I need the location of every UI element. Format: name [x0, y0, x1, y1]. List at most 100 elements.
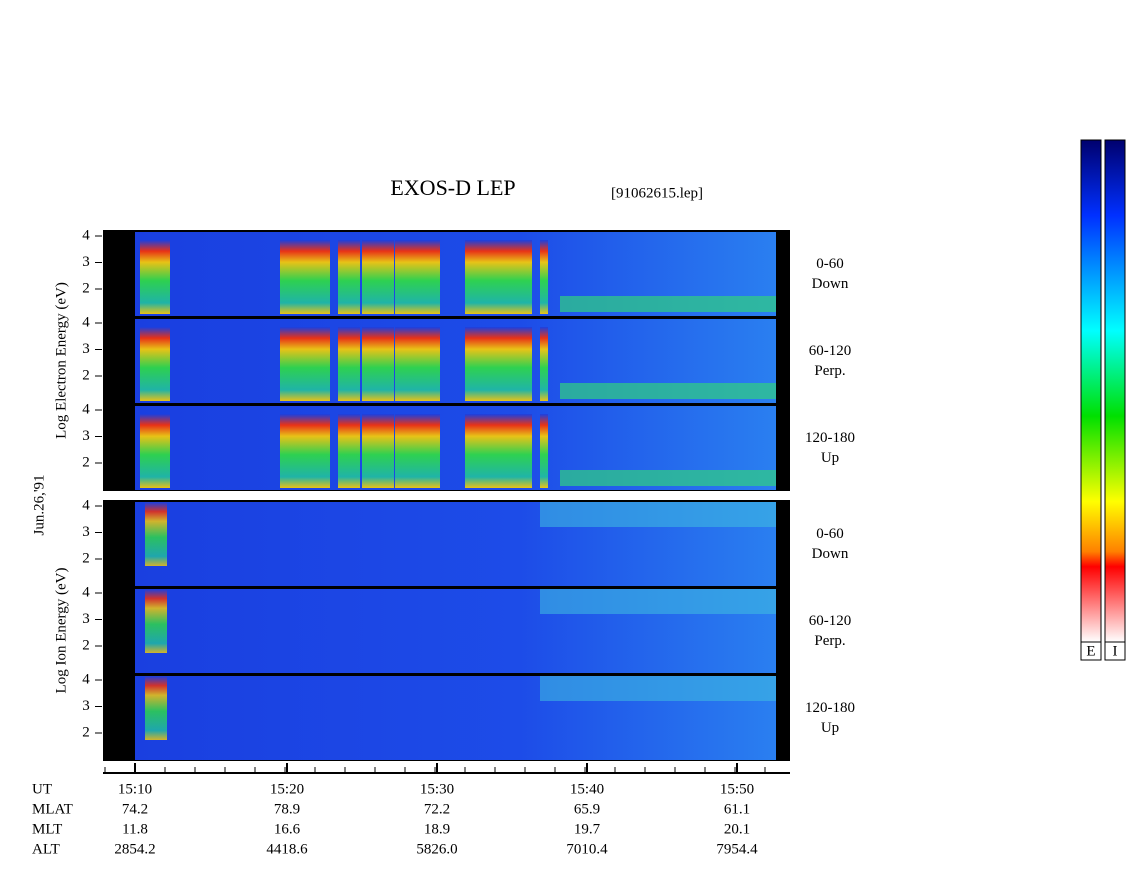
spectrogram-feature — [362, 327, 394, 401]
y-tick-label: 2 — [82, 724, 90, 740]
spectrogram-feature — [430, 327, 440, 401]
spectrogram-feature — [510, 240, 532, 314]
spectrogram-feature — [280, 327, 330, 401]
row-value: 5826.0 — [416, 841, 457, 857]
spectrogram-feature — [395, 414, 430, 488]
spectrogram-feature — [560, 470, 776, 486]
spectrogram-feature — [140, 414, 170, 488]
time-axis: UT 15:10 15:20 15:30 15:40 15:50 MLAT 74.2 78.9 7… — [32, 763, 790, 857]
spectrogram-feature — [540, 327, 548, 401]
time-label: 15:50 — [720, 781, 754, 797]
pitch-range: 0-60 — [816, 256, 844, 272]
y-tick-label: 3 — [82, 254, 90, 270]
colorbar — [1104, 139, 1126, 643]
y-tick-label: 2 — [82, 280, 90, 296]
panels: 4 3 2 0-60 Down 4 3 2 60-120 Perp. 4 3 2 120-180 Up Log… — [53, 227, 855, 761]
row-value: 7010.4 — [566, 841, 608, 857]
time-label: 15:10 — [118, 781, 152, 797]
spectrogram-feature — [140, 240, 170, 314]
spectrogram-feature — [140, 327, 170, 401]
spectrogram-feature — [465, 327, 510, 401]
y-tick-label: 4 — [82, 671, 90, 687]
row-name: ALT — [32, 841, 60, 857]
time-label: 15:40 — [570, 781, 604, 797]
row-value: 18.9 — [424, 821, 450, 837]
y-axis-label: Log Electron Energy (eV) — [53, 282, 69, 439]
spectrogram-feature — [362, 240, 394, 314]
y-tick-label: 4 — [82, 314, 90, 330]
spectrogram-feature — [560, 383, 776, 399]
row-value: 61.1 — [724, 801, 750, 817]
row-value: 74.2 — [122, 801, 148, 817]
y-tick-label: 3 — [82, 698, 90, 714]
pitch-direction: Perp. — [814, 363, 845, 379]
y-tick-label: 4 — [82, 584, 90, 600]
spectrogram-feature — [540, 240, 548, 314]
row-value: 7954.4 — [716, 841, 758, 857]
spectrogram-feature — [280, 240, 330, 314]
y-tick-label: 2 — [82, 637, 90, 653]
y-tick-label: 3 — [82, 611, 90, 627]
spectrogram-feature — [145, 589, 167, 653]
pitch-direction: Up — [821, 450, 839, 466]
colorbar-label: E — [1086, 643, 1095, 659]
y-axis-label: Log Ion Energy (eV) — [53, 568, 69, 694]
time-label: 15:30 — [420, 781, 454, 797]
y-tick-label: 4 — [82, 401, 90, 417]
row-name: MLT — [32, 821, 62, 837]
row-name: UT — [32, 781, 52, 797]
y-tick-label: 4 — [82, 497, 90, 513]
row-value: 78.9 — [274, 801, 300, 817]
pitch-direction: Perp. — [814, 633, 845, 649]
right-strip — [776, 230, 790, 491]
pitch-direction: Up — [821, 720, 839, 736]
pitch-direction: Down — [812, 546, 849, 562]
spectrogram-feature — [338, 240, 360, 314]
colorbar-label-box — [1104, 641, 1126, 661]
spectrogram-feature — [338, 414, 360, 488]
row-value: 16.6 — [274, 821, 301, 837]
y-tick-label: 3 — [82, 341, 90, 357]
spectrogram-feature — [510, 327, 532, 401]
pitch-direction: Down — [812, 276, 849, 292]
right-strip — [776, 500, 790, 761]
spectrogram-feature — [280, 414, 330, 488]
spectrogram-feature — [540, 414, 548, 488]
spectrogram-feature — [338, 327, 360, 401]
pitch-range: 60-120 — [809, 613, 852, 629]
pitch-range: 0-60 — [816, 526, 844, 542]
spectrogram-feature — [430, 240, 440, 314]
y-tick-label: 2 — [82, 550, 90, 566]
row-value: 19.7 — [574, 821, 601, 837]
pitch-range: 60-120 — [809, 343, 852, 359]
spectrogram-feature — [430, 414, 440, 488]
date: Jun.26,'91 — [31, 474, 47, 535]
time-label: 15:20 — [270, 781, 304, 797]
title: EXOS-D LEP — [390, 175, 515, 200]
spectrogram-feature — [540, 502, 776, 527]
row-name: MLAT — [32, 801, 73, 817]
spectrogram-feature — [145, 502, 167, 566]
pitch-range: 120-180 — [805, 700, 855, 716]
y-tick-label: 3 — [82, 428, 90, 444]
spectrogram-feature — [540, 676, 776, 701]
row-value: 4418.6 — [266, 841, 308, 857]
spectrogram-feature — [145, 676, 167, 740]
row-value: 11.8 — [122, 821, 148, 837]
y-tick-label: 2 — [82, 367, 90, 383]
spectrogram-feature — [540, 589, 776, 614]
row-value: 65.9 — [574, 801, 600, 817]
spectrogram-feature — [362, 414, 394, 488]
y-tick-label: 2 — [82, 454, 90, 470]
colorbar — [1080, 139, 1102, 643]
pitch-range: 120-180 — [805, 430, 855, 446]
row-value: 2854.2 — [114, 841, 155, 857]
y-tick-label: 4 — [82, 227, 90, 243]
colorbar-label: I — [1113, 643, 1118, 659]
row-value: 20.1 — [724, 821, 750, 837]
spectrogram-feature — [465, 414, 510, 488]
file-name: [91062615.lep] — [611, 185, 703, 201]
spectrogram-feature — [510, 414, 532, 488]
row-value: 72.2 — [424, 801, 450, 817]
